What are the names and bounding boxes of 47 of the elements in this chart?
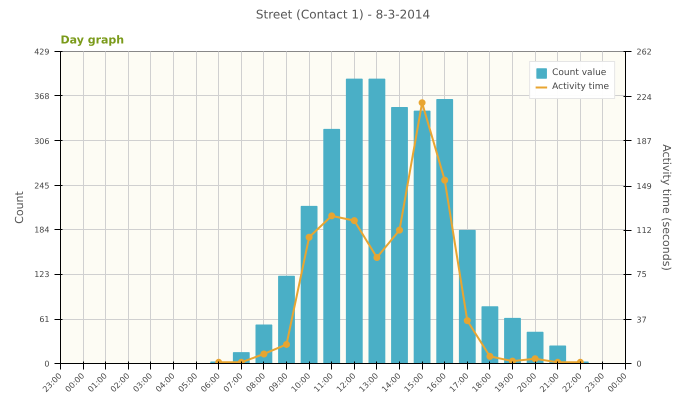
bar bbox=[368, 78, 386, 364]
y-tick-label: 429 bbox=[34, 48, 50, 56]
bar bbox=[391, 107, 408, 364]
point bbox=[441, 176, 448, 184]
y-tick-label: 0 bbox=[44, 360, 50, 368]
legend-label: Activity time bbox=[552, 82, 609, 92]
bar bbox=[255, 324, 272, 364]
y-tick-label: 368 bbox=[34, 92, 50, 101]
chart-title: Street (Contact 1) - 8-3-2014 bbox=[256, 8, 430, 22]
y-axis-title: Count bbox=[13, 190, 26, 224]
bar bbox=[504, 318, 521, 364]
point bbox=[396, 226, 403, 234]
bar bbox=[458, 230, 476, 364]
legend-label: Count value bbox=[552, 68, 606, 78]
y-tick-label: 306 bbox=[34, 136, 50, 146]
y2-axis-title: Activity time (seconds) bbox=[660, 144, 673, 271]
point bbox=[418, 99, 426, 106]
point bbox=[373, 254, 380, 262]
y2-tick-label: 187 bbox=[636, 136, 652, 146]
y2-tick-label: 149 bbox=[636, 182, 652, 192]
y2-tick-label: 224 bbox=[636, 92, 652, 102]
point bbox=[260, 350, 268, 358]
text: Day graph bbox=[60, 34, 124, 46]
y-tick-label: 245 bbox=[34, 181, 50, 190]
y2-tick-label: 0 bbox=[636, 360, 642, 368]
point bbox=[283, 340, 290, 348]
point bbox=[532, 355, 539, 362]
y2-tick-label: 75 bbox=[636, 270, 647, 280]
bar bbox=[278, 276, 295, 364]
point bbox=[464, 317, 471, 324]
point bbox=[350, 217, 358, 224]
point bbox=[486, 352, 494, 360]
y2-tick-label: 112 bbox=[636, 226, 652, 236]
bar bbox=[346, 78, 363, 364]
point bbox=[328, 212, 336, 220]
y2-tick-label: 37 bbox=[636, 315, 647, 324]
point bbox=[306, 234, 313, 241]
y-tick-label: 123 bbox=[34, 270, 50, 280]
point bbox=[509, 358, 516, 364]
bar bbox=[300, 206, 318, 364]
bar bbox=[436, 99, 454, 364]
y-tick-label: 61 bbox=[39, 315, 50, 324]
bar bbox=[481, 306, 498, 364]
y2-tick-label: 262 bbox=[636, 48, 652, 56]
bar bbox=[414, 110, 431, 364]
bar bbox=[323, 128, 340, 364]
y-tick-label: 184 bbox=[34, 226, 50, 235]
